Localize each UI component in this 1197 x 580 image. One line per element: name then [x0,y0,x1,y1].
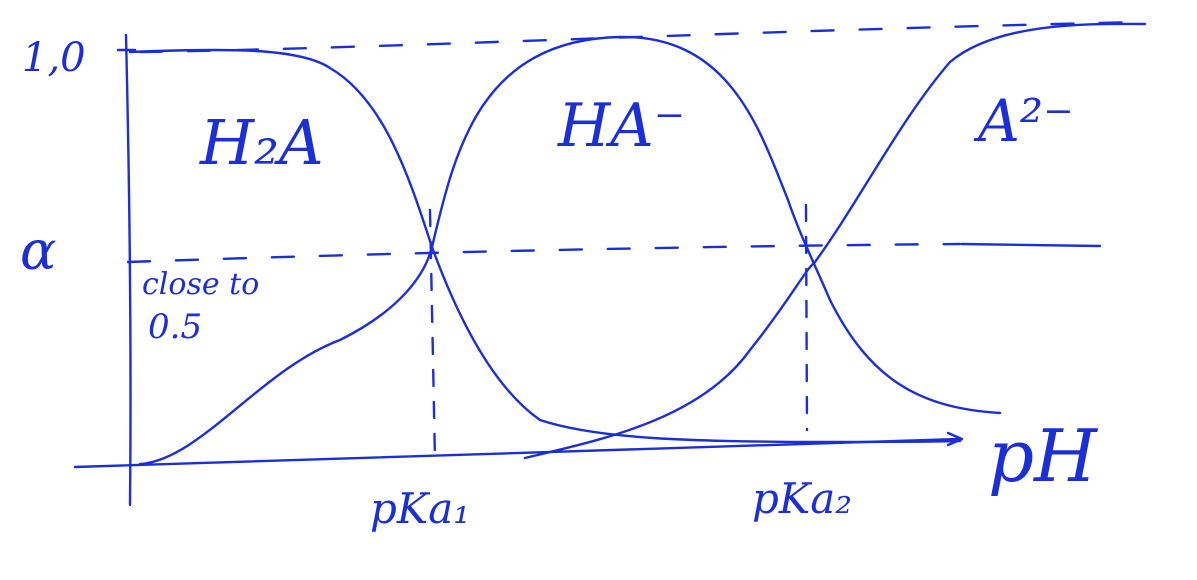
y-axis-line [124,33,132,507]
x-axis-ph-label: pH [988,414,1097,498]
species-a2-label: A²⁻ [978,87,1074,155]
pka2-label: pKa₂ [752,474,853,523]
pka1-label: pKa₁ [370,484,471,533]
one-point-zero-dashed-line [138,20,1142,54]
species-h2a-label: H₂A [200,106,324,179]
half-dashed-line [126,242,962,264]
annotation-half-value: 0.5 [148,307,203,347]
y-axis-top-tick-label: 1,0 [22,35,86,81]
a2-fraction-curve [523,22,1147,460]
pka2-vertical-line [804,203,809,432]
ha-fraction-curve [138,35,1002,466]
x-axis-arrowhead [946,431,964,447]
x-axis-line [73,437,962,469]
y-axis-alpha-label: α [20,219,57,282]
half-solid-line-end [960,242,1102,248]
h2a-fraction-curve [128,48,962,444]
species-ha-label: HA⁻ [558,91,686,161]
annotation-close-to: close to [142,267,260,302]
